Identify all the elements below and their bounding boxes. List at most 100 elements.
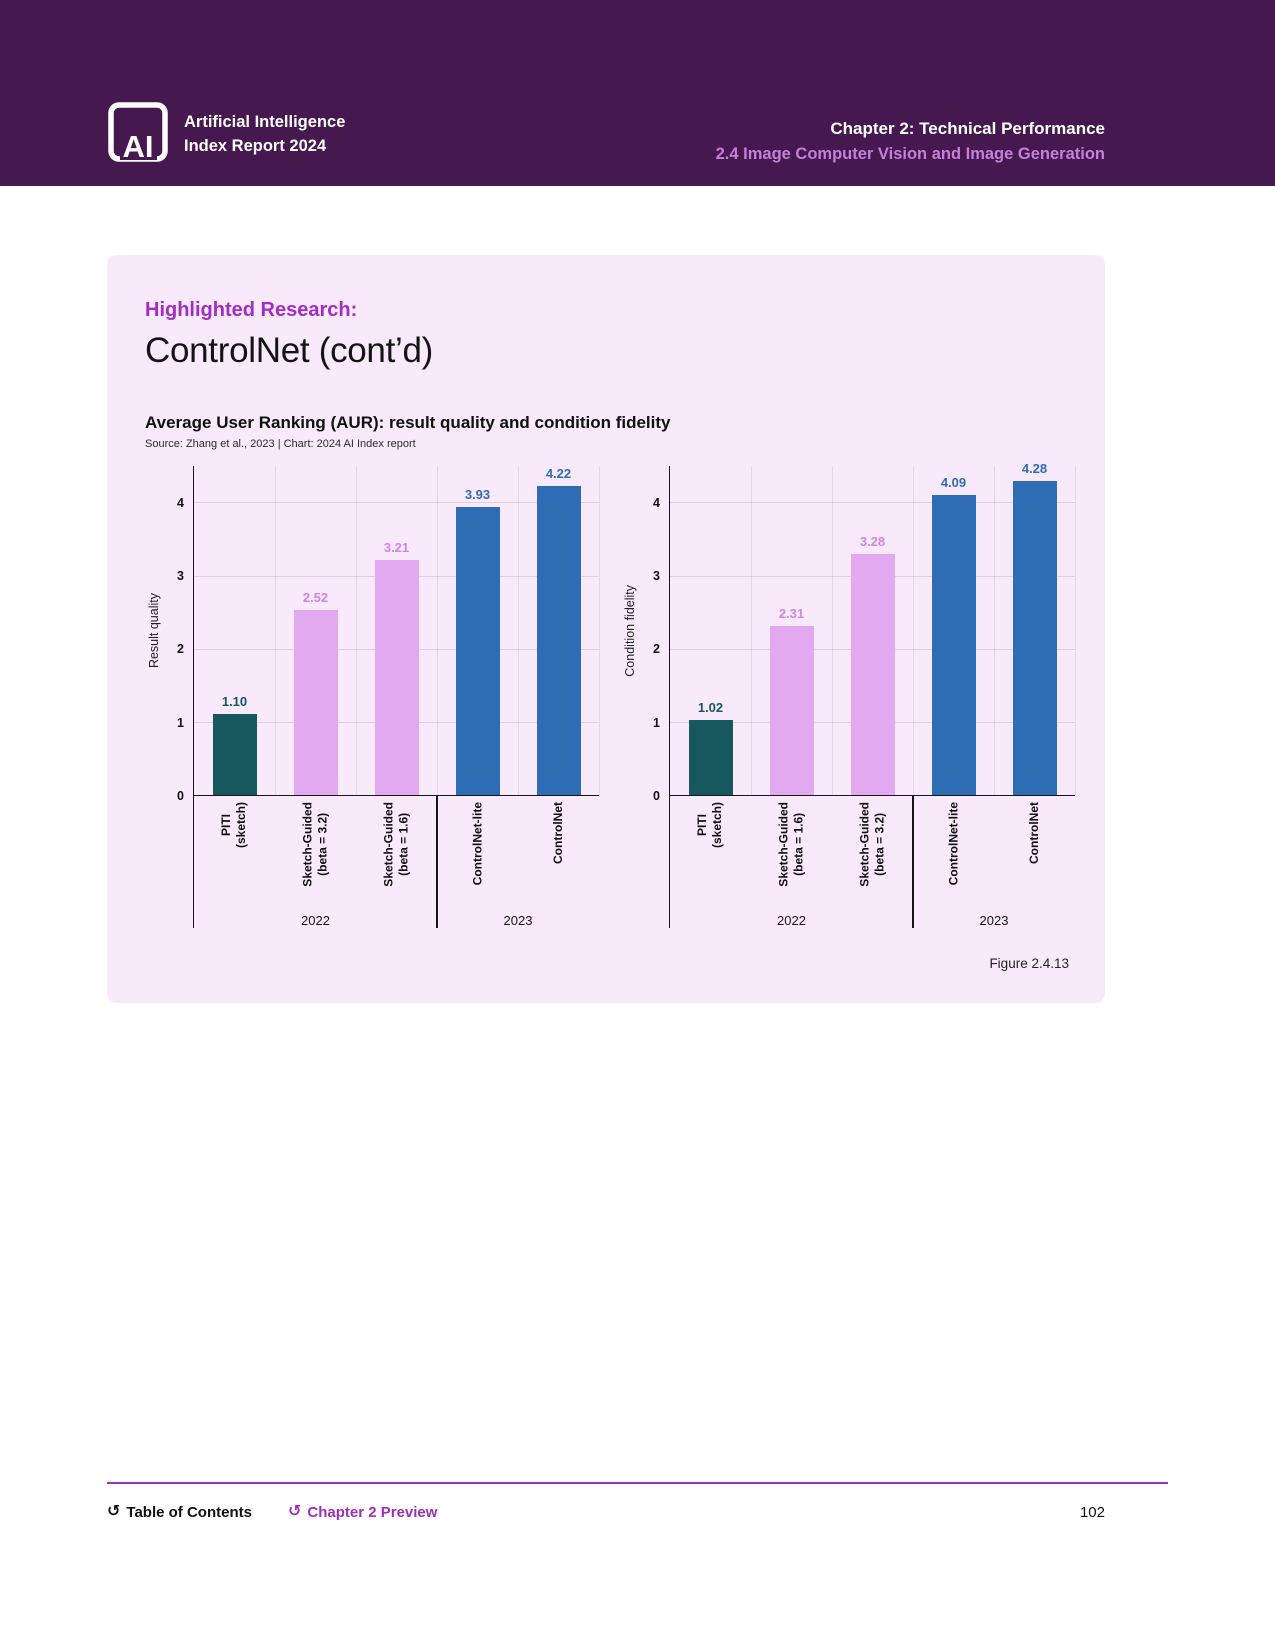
- gridline-vertical: [912, 466, 914, 795]
- x-axis-groups: 2022 2023: [194, 908, 599, 928]
- brand-text: Artificial Intelligence Index Report 202…: [184, 111, 345, 159]
- gridline-vertical: [1074, 466, 1076, 795]
- y-tick-label: 2: [177, 642, 184, 657]
- gridline-vertical: [274, 466, 276, 795]
- gridline-vertical: [598, 466, 600, 795]
- gridline-vertical: [355, 466, 357, 795]
- y-axis-ticks: 0 1 2 3 4: [639, 466, 669, 803]
- bar-value-label: 2.31: [778, 605, 805, 621]
- bar: [850, 554, 895, 795]
- brand: AI Artificial Intelligence Index Report …: [107, 101, 345, 168]
- chart-body: 0 1 2 3 4 1.02 2.31 3.28 4.09 4.28 PITI (sketch) S…: [639, 461, 1076, 928]
- bar-value-label: 1.02: [697, 700, 724, 716]
- brand-line1: Artificial Intelligence: [184, 112, 346, 131]
- x-category-label: ControlNet: [551, 802, 565, 864]
- page-header: AI Artificial Intelligence Index Report …: [0, 0, 1275, 186]
- bar: [212, 714, 257, 795]
- gridline-vertical: [831, 466, 833, 795]
- y-tick-label: 1: [653, 715, 660, 730]
- group-label: 2023: [503, 913, 533, 928]
- bar: [374, 559, 419, 795]
- x-category-label: ControlNet: [1027, 802, 1041, 864]
- chart-condition-fidelity: Condition fidelity 0 1 2 3 4 1.02 2.31 3.28 4.0…: [621, 461, 1076, 928]
- brand-line2: Index Report 2024: [184, 136, 327, 155]
- y-tick-label: 1: [177, 715, 184, 730]
- gridline-horizontal: [670, 502, 1075, 504]
- page-footer: ↺ Table of Contents ↺ Chapter 2 Preview …: [107, 1482, 1168, 1521]
- chapter-title: Chapter 2: Technical Performance: [830, 119, 1105, 138]
- page-title: ControlNet (cont’d): [145, 331, 434, 370]
- bar: [293, 610, 338, 795]
- y-axis-ticks: 0 1 2 3 4: [163, 466, 193, 803]
- y-tick-label: 4: [177, 495, 184, 510]
- x-axis-area: PITI (sketch) Sketch-Guided (beta = 1.6) Ske…: [669, 796, 1075, 928]
- y-axis-label: Result quality: [147, 593, 161, 669]
- table-of-contents-label: Table of Contents: [126, 1503, 252, 1521]
- x-category: ControlNet-lite: [437, 796, 518, 902]
- bar: [455, 506, 500, 795]
- x-category-label: Sketch-Guided (beta = 1.6): [381, 802, 411, 887]
- y-tick-label: 2: [653, 642, 660, 657]
- y-axis-label-wrap: Condition fidelity: [621, 466, 639, 796]
- section-title: 2.4 Image Computer Vision and Image Gene…: [715, 144, 1105, 163]
- chart-result-quality: Result quality 0 1 2 3 4 1.10 2.52 3.21 3.93 4.2…: [145, 465, 600, 928]
- chart-body: 0 1 2 3 4 1.10 2.52 3.21 3.93 4.22 PITI (sketch) S…: [163, 465, 600, 928]
- bar-value-label: 4.22: [545, 465, 572, 481]
- group-label: 2022: [301, 913, 330, 928]
- bar-value-label: 3.93: [464, 486, 491, 502]
- bar: [536, 485, 581, 795]
- x-category-label: Sketch-Guided (beta = 3.2): [857, 802, 887, 887]
- y-axis-label: Condition fidelity: [623, 585, 637, 677]
- charts-row: Result quality 0 1 2 3 4 1.10 2.52 3.21 3.93 4.2…: [145, 461, 1076, 928]
- bar: [688, 720, 733, 795]
- bar: [769, 625, 814, 795]
- gridline-vertical: [750, 466, 752, 795]
- x-category: PITI (sketch): [194, 796, 275, 902]
- plot-area: 1.02 2.31 3.28 4.09 4.28: [669, 461, 1076, 796]
- highlight-card: Highlighted Research: ControlNet (cont’d…: [107, 255, 1105, 1003]
- x-category-label: Sketch-Guided (beta = 1.6): [776, 802, 806, 887]
- footer-row: ↺ Table of Contents ↺ Chapter 2 Preview …: [107, 1504, 1105, 1521]
- x-axis-groups: 2022 2023: [670, 908, 1075, 928]
- footer-divider: [107, 1482, 1168, 1484]
- group-label: 2023: [979, 913, 1009, 928]
- y-axis-label-wrap: Result quality: [145, 466, 163, 796]
- x-category-label: ControlNet-lite: [946, 802, 960, 886]
- x-category: PITI (sketch): [670, 796, 751, 902]
- x-category: ControlNet-lite: [913, 796, 994, 902]
- return-arrow-icon: ↺: [107, 1503, 121, 1520]
- x-category-label: PITI (sketch): [219, 802, 249, 849]
- table-of-contents-link[interactable]: ↺ Table of Contents: [107, 1504, 252, 1521]
- x-category-label: Sketch-Guided (beta = 3.2): [300, 802, 330, 887]
- y-tick-label: 3: [177, 569, 184, 583]
- gridline-horizontal: [194, 502, 599, 504]
- chapter-block: Chapter 2: Technical Performance 2.4 Ima…: [716, 116, 1105, 166]
- x-category: Sketch-Guided (beta = 1.6): [751, 796, 832, 902]
- bar-value-label: 3.21: [383, 539, 410, 555]
- return-arrow-icon: ↺: [287, 1503, 302, 1520]
- gridline-vertical: [436, 466, 438, 795]
- y-tick-label: 0: [653, 789, 660, 803]
- bar: [1012, 481, 1057, 795]
- x-category-label: ControlNet-lite: [470, 802, 484, 886]
- gridline-vertical: [993, 466, 995, 795]
- chart-title: Average User Ranking (AUR): result quali…: [145, 413, 671, 432]
- x-category: Sketch-Guided (beta = 1.6): [356, 796, 437, 902]
- group-separator: [912, 796, 914, 928]
- y-tick-label: 3: [653, 569, 660, 583]
- x-category-label: PITI (sketch): [695, 802, 725, 849]
- x-axis-area: PITI (sketch) Sketch-Guided (beta = 3.2) Ske…: [193, 796, 599, 928]
- gridline-vertical: [517, 466, 519, 795]
- y-tick-label: 4: [653, 495, 660, 510]
- chapter-preview-link[interactable]: ↺ Chapter 2 Preview: [288, 1504, 437, 1521]
- chapter-preview-label: Chapter 2 Preview: [307, 1503, 438, 1521]
- x-category: Sketch-Guided (beta = 3.2): [832, 796, 913, 902]
- group-label: 2022: [777, 913, 806, 928]
- x-category: ControlNet: [994, 796, 1075, 902]
- page-number: 102: [1079, 1503, 1105, 1521]
- bar-value-label: 2.52: [302, 590, 329, 606]
- x-category: Sketch-Guided (beta = 3.2): [275, 796, 356, 902]
- y-tick-label: 0: [177, 789, 184, 803]
- plot-area: 1.10 2.52 3.21 3.93 4.22: [193, 465, 600, 796]
